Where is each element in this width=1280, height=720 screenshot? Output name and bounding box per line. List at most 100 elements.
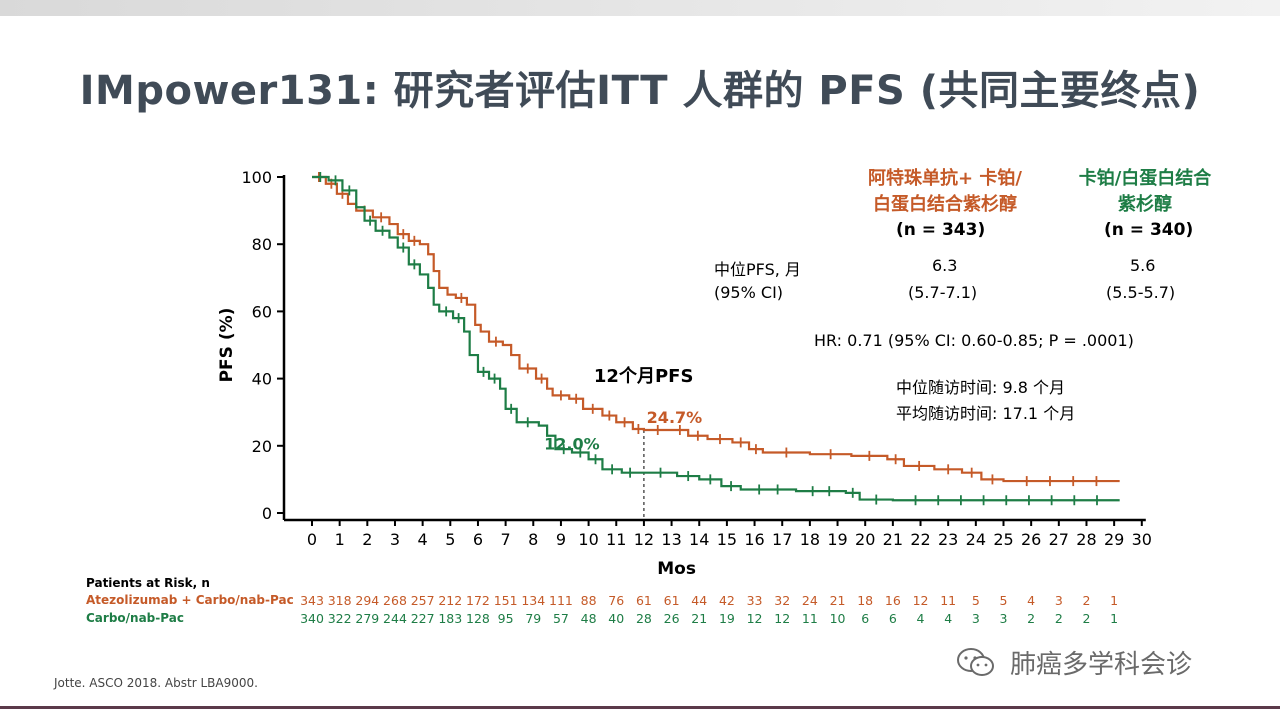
x-tick-label: 19: [827, 530, 847, 549]
x-tick-label: 4: [418, 530, 428, 549]
risk-value-carbo: 12: [747, 611, 763, 626]
risk-value-atezo: 44: [691, 593, 707, 608]
y-axis-label: PFS (%): [217, 308, 237, 383]
y-tick-label: 100: [241, 168, 272, 187]
risk-value-carbo: 279: [355, 611, 379, 626]
risk-value-atezo: 4: [1027, 593, 1035, 608]
x-tick-label: 30: [1132, 530, 1152, 549]
ci-label: (95% CI): [714, 283, 784, 302]
risk-value-carbo: 3: [972, 611, 980, 626]
risk-value-carbo: 10: [830, 611, 846, 626]
risk-value-atezo: 3: [1055, 593, 1063, 608]
risk-value-carbo: 6: [889, 611, 897, 626]
x-tick-label: 17: [772, 530, 792, 549]
x-tick-label: 23: [938, 530, 958, 549]
risk-value-atezo: 18: [857, 593, 873, 608]
legend-atezo-line1: 阿特珠单抗+ 卡铂/: [868, 168, 1022, 189]
x-tick-label: 28: [1076, 530, 1096, 549]
carbo-median: 5.6: [1130, 256, 1156, 275]
risk-value-atezo: 88: [581, 593, 597, 608]
x-tick-label: 14: [689, 530, 709, 549]
top-gradient-bar: [0, 0, 1280, 16]
risk-value-atezo: 32: [774, 593, 790, 608]
risk-value-carbo: 28: [636, 611, 652, 626]
x-tick-label: 11: [606, 530, 626, 549]
x-tick-label: 22: [910, 530, 930, 549]
risk-value-atezo: 11: [940, 593, 956, 608]
legend-carbo-line1: 卡铂/白蛋白结合: [1078, 168, 1212, 189]
landmark-label-atezo: 24.7%: [647, 408, 703, 427]
risk-value-atezo: 294: [355, 593, 379, 608]
risk-value-atezo: 343: [300, 593, 324, 608]
x-tick-label: 0: [307, 530, 317, 549]
watermark-text: 肺癌多学科会诊: [1010, 650, 1193, 680]
legend-atezo-line2: 白蛋白结合紫杉醇: [873, 194, 1017, 215]
y-tick-label: 0: [262, 504, 272, 523]
risk-value-carbo: 340: [300, 611, 324, 626]
risk-value-carbo: 21: [691, 611, 707, 626]
risk-value-atezo: 5: [1000, 593, 1008, 608]
risk-value-atezo: 1: [1110, 593, 1118, 608]
risk-row-carbo-label: Carbo/nab-Pac: [86, 611, 184, 625]
x-tick-label: 18: [800, 530, 820, 549]
y-tick-label: 60: [252, 302, 272, 321]
risk-value-atezo: 172: [466, 593, 490, 608]
x-tick-label: 12: [634, 530, 654, 549]
slide-title: IMpower131: 研究者评估ITT 人群的 PFS (共同主要终点): [79, 68, 1201, 114]
risk-value-carbo: 322: [328, 611, 352, 626]
risk-value-atezo: 12: [913, 593, 929, 608]
y-tick-label: 40: [252, 370, 272, 389]
risk-value-carbo: 2: [1027, 611, 1035, 626]
km-curve-carbo: [312, 175, 1120, 502]
risk-value-carbo: 183: [438, 611, 462, 626]
x-axis-label: Mos: [657, 559, 696, 579]
risk-value-carbo: 40: [608, 611, 624, 626]
risk-value-carbo: 57: [553, 611, 569, 626]
x-tick-label: 21: [883, 530, 903, 549]
risk-value-carbo: 2: [1083, 611, 1091, 626]
legend-atezo-header: 阿特珠单抗+ 卡铂/ 白蛋白结合紫杉醇: [840, 166, 1050, 218]
wechat-icon: [957, 647, 994, 676]
risk-row-atezo-label: Atezolizumab + Carbo/nab-Pac: [86, 593, 294, 607]
risk-value-atezo: 257: [411, 593, 435, 608]
x-tick-label: 27: [1049, 530, 1069, 549]
risk-value-carbo: 2: [1055, 611, 1063, 626]
landmark-label-carbo: 12.0%: [544, 435, 600, 454]
atezo-median: 6.3: [932, 256, 958, 275]
x-tick-label: 9: [556, 530, 566, 549]
risk-table-header: Patients at Risk, n: [86, 576, 210, 590]
hazard-ratio: HR: 0.71 (95% CI: 0.60-0.85; P = .0001): [814, 331, 1134, 350]
risk-value-atezo: 76: [608, 593, 624, 608]
annotation-12mo-pfs: 12个月PFS: [594, 365, 694, 387]
x-tick-label: 2: [362, 530, 372, 549]
legend-carbo-n: (n = 340): [1104, 220, 1194, 240]
risk-value-carbo: 6: [861, 611, 869, 626]
x-tick-label: 5: [445, 530, 455, 549]
risk-value-atezo: 33: [747, 593, 763, 608]
x-tick-label: 7: [501, 530, 511, 549]
x-tick-label: 3: [390, 530, 400, 549]
followup-median: 中位随访时间: 9.8 个月: [896, 378, 1066, 397]
risk-value-carbo: 4: [944, 611, 952, 626]
followup-mean: 平均随访时间: 17.1 个月: [896, 404, 1076, 423]
y-tick-label: 80: [252, 235, 272, 254]
legend-carbo-header: 卡铂/白蛋白结合 紫杉醇: [1050, 166, 1240, 218]
risk-value-atezo: 111: [549, 593, 573, 608]
risk-value-atezo: 318: [328, 593, 352, 608]
citation: Jotte. ASCO 2018. Abstr LBA9000.: [54, 676, 258, 690]
x-tick-label: 26: [1021, 530, 1041, 549]
risk-value-atezo: 61: [636, 593, 652, 608]
x-tick-label: 16: [744, 530, 764, 549]
risk-value-atezo: 42: [719, 593, 735, 608]
x-tick-label: 10: [578, 530, 598, 549]
risk-value-atezo: 24: [802, 593, 818, 608]
x-tick-label: 25: [993, 530, 1013, 549]
risk-value-atezo: 134: [521, 593, 545, 608]
x-tick-label: 24: [966, 530, 986, 549]
risk-value-carbo: 4: [917, 611, 925, 626]
risk-value-atezo: 268: [383, 593, 407, 608]
risk-value-atezo: 151: [494, 593, 518, 608]
risk-value-carbo: 244: [383, 611, 407, 626]
legend-atezo-n: (n = 343): [896, 220, 986, 240]
